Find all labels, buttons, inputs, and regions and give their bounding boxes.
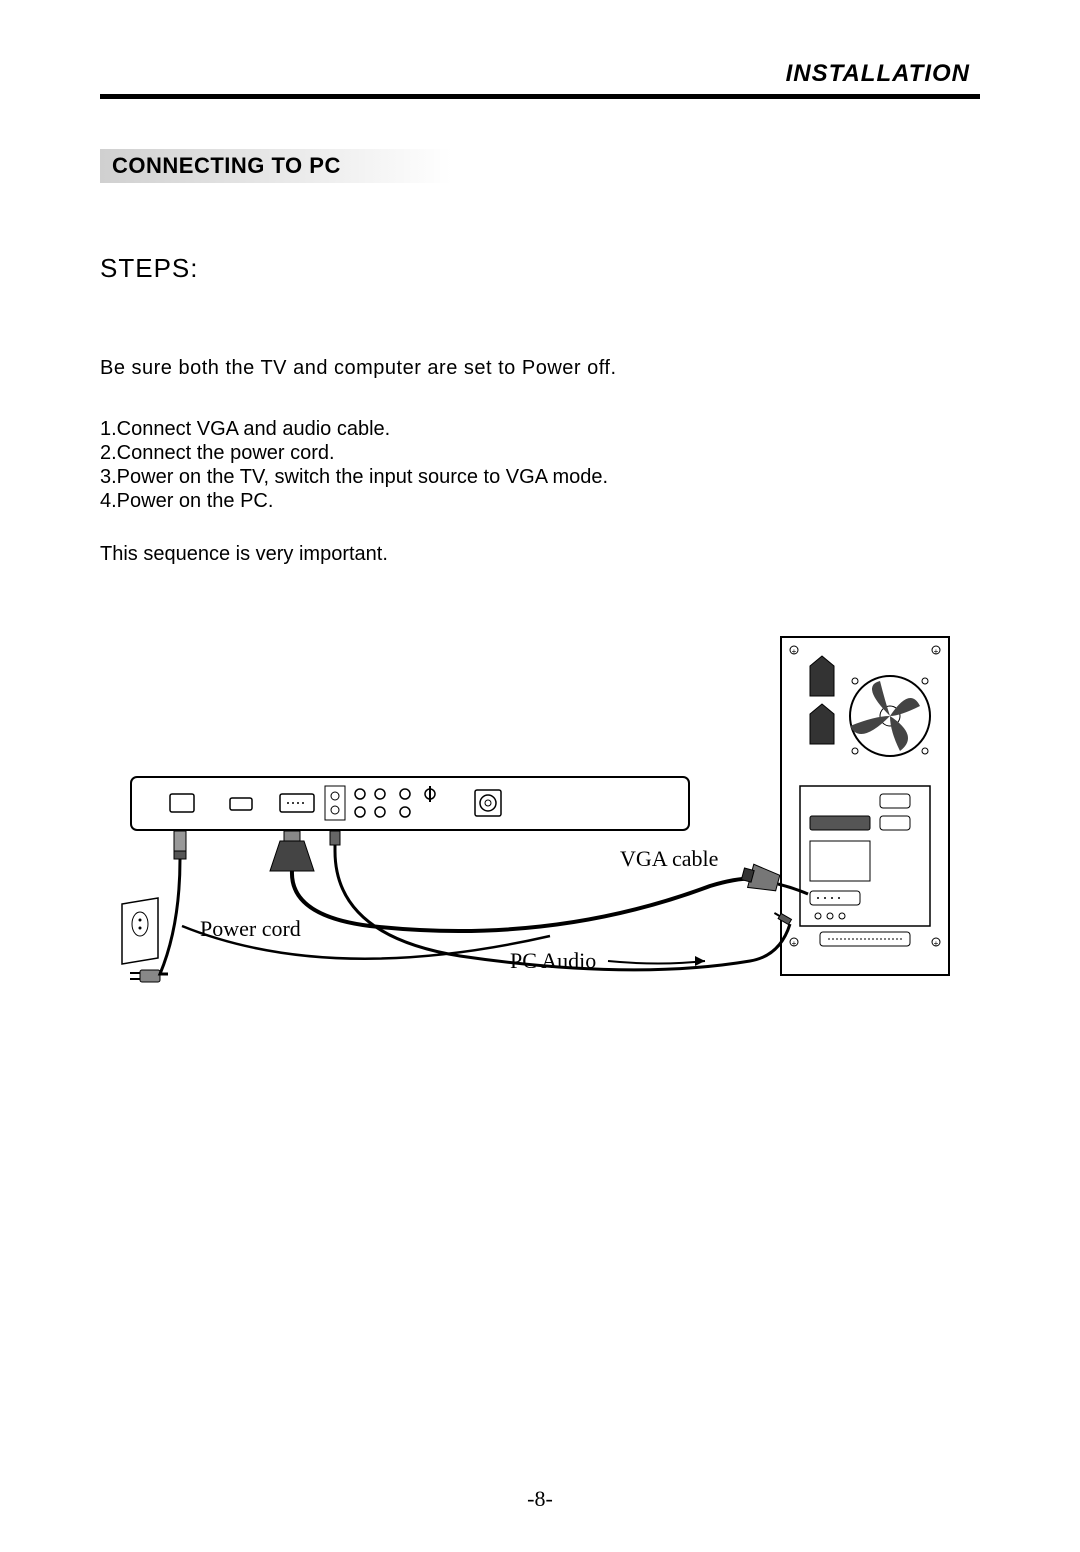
page-number: -8- [527,1486,553,1512]
page-header-title: INSTALLATION [100,60,980,88]
instruction-item: 2.Connect the power cord. [100,441,980,465]
connection-diagram: + + + + [130,626,950,1026]
header-divider [100,94,980,99]
note-text: This sequence is very important. [100,543,980,566]
pc-audio-label: PC Audio [510,948,596,974]
instruction-list: 1.Connect VGA and audio cable. 2.Connect… [100,417,980,513]
section-heading: CONNECTING TO PC [100,149,980,183]
instruction-item: 3.Power on the TV, switch the input sour… [100,465,980,489]
power-cord-label: Power cord [200,916,301,942]
intro-text: Be sure both the TV and computer are set… [100,354,980,382]
instruction-item: 1.Connect VGA and audio cable. [100,417,980,441]
vga-cable-label: VGA cable [620,846,718,872]
steps-heading: STEPS: [100,253,980,284]
instruction-item: 4.Power on the PC. [100,489,980,513]
